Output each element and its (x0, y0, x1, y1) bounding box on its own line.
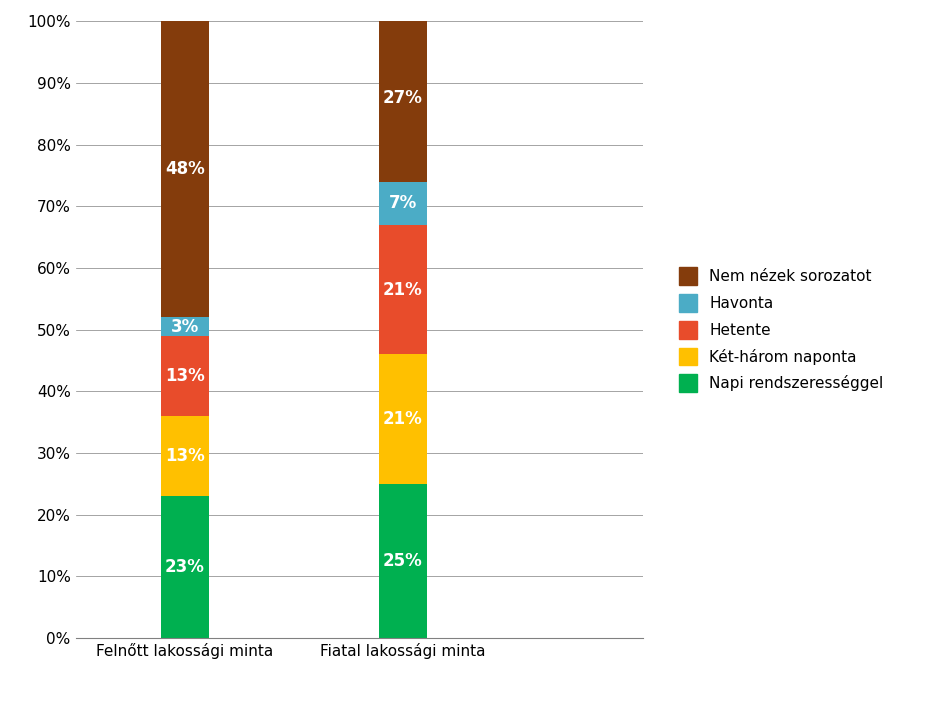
Bar (160, 21, 209, 318)
Text: 21%: 21% (382, 410, 422, 428)
Legend: Nem nézek sorozatot, Havonta, Hetente, Két-három naponta, Napi rendszerességgel: Nem nézek sorozatot, Havonta, Hetente, K… (678, 267, 883, 392)
Text: 48%: 48% (164, 160, 204, 178)
Text: 7%: 7% (388, 194, 416, 212)
Bar (160, 318, 209, 336)
Bar (160, 416, 209, 496)
Text: 3%: 3% (170, 318, 198, 335)
Bar (379, 15, 427, 182)
Text: 25%: 25% (382, 552, 422, 570)
Bar (160, 336, 209, 416)
Text: 21%: 21% (382, 281, 422, 298)
Bar (160, 496, 209, 638)
Bar (379, 182, 427, 225)
Text: 13%: 13% (164, 447, 204, 465)
Bar (379, 225, 427, 354)
Bar (379, 354, 427, 484)
Text: 23%: 23% (164, 558, 204, 576)
Bar (379, 484, 427, 638)
Text: 13%: 13% (164, 367, 204, 385)
Text: 27%: 27% (382, 89, 422, 107)
